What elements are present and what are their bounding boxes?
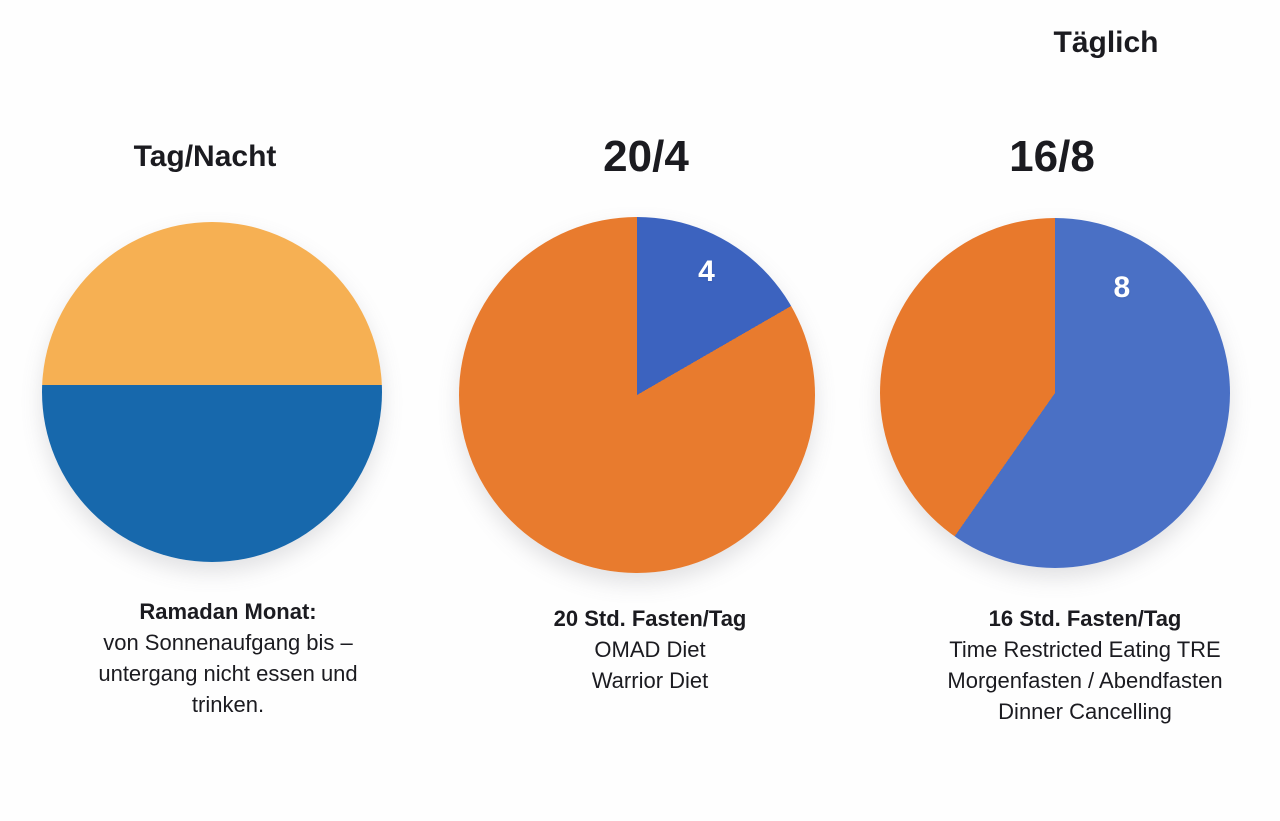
caption-line: trinken. (191, 692, 265, 717)
chart-title-16-8: 16/8 (1009, 132, 1095, 181)
pie-tag-nacht (42, 222, 382, 562)
chart-title-20-4: 20/4 (603, 132, 689, 181)
caption-line: Dinner Cancelling (998, 699, 1172, 724)
caption-line: Warrior Diet (591, 668, 709, 693)
top-heading-taeglich: Täglich (1053, 26, 1159, 59)
pie-20-4: 4 (459, 217, 815, 573)
caption-line: OMAD Diet (594, 637, 706, 662)
caption-line: untergang nicht essen und (98, 661, 358, 686)
caption-20-4: 20 Std. Fasten/Tag OMAD Diet Warrior Die… (554, 603, 747, 696)
slice-value-label-4: 4 (698, 255, 715, 289)
caption-line-bold: Ramadan Monat: (139, 599, 317, 624)
caption-tag-nacht: Ramadan Monat: von Sonnenaufgang bis – u… (98, 596, 357, 720)
pie-16-8: 8 (880, 218, 1230, 568)
chart-title-tag-nacht: Tag/Nacht (133, 140, 277, 173)
caption-line-bold: 16 Std. Fasten/Tag (988, 606, 1182, 631)
caption-line: Time Restricted Eating TRE (949, 637, 1221, 662)
caption-line: von Sonnenaufgang bis – (103, 630, 353, 655)
caption-16-8: 16 Std. Fasten/Tag Time Restricted Eatin… (947, 603, 1222, 727)
caption-line-bold: 20 Std. Fasten/Tag (553, 606, 747, 631)
slice-value-label-8: 8 (1113, 271, 1131, 304)
caption-line: Morgenfasten / Abendfasten (947, 668, 1223, 693)
